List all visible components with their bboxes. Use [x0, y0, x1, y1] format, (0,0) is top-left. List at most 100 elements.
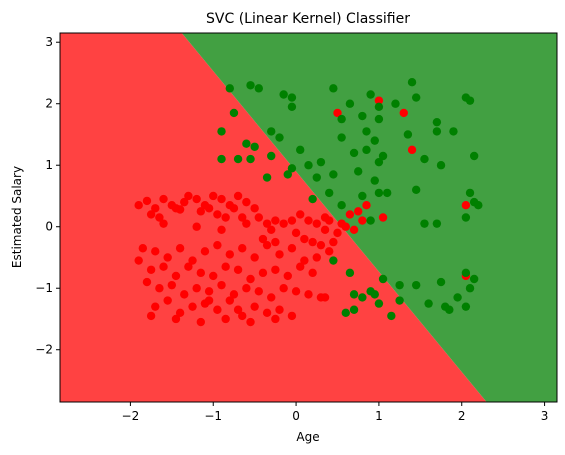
data-point-class-1: [395, 296, 404, 305]
data-point-class-0: [142, 277, 152, 287]
data-point-class-0: [325, 216, 334, 225]
data-point-class-0: [325, 247, 334, 256]
data-point-class-1: [358, 191, 367, 201]
data-point-class-0: [159, 219, 168, 228]
data-point-class-0: [329, 237, 338, 247]
data-point-class-1: [267, 151, 276, 161]
data-point-class-0: [242, 197, 251, 207]
data-point-class-1: [436, 277, 446, 287]
data-point-class-1: [345, 268, 355, 278]
data-point-class-0: [159, 194, 168, 204]
x-tick-label: 2: [458, 409, 466, 423]
data-point-class-0: [238, 213, 247, 222]
data-point-class-0: [287, 216, 297, 225]
x-tick-label: 0: [292, 409, 300, 423]
data-point-class-0: [287, 311, 297, 321]
data-point-class-1: [362, 127, 371, 136]
data-point-class-0: [262, 240, 272, 250]
data-point-class-0: [250, 302, 259, 311]
data-point-class-1: [465, 188, 475, 198]
data-point-class-0: [180, 290, 189, 299]
data-point-class-1: [329, 170, 338, 179]
data-point-class-0: [155, 213, 164, 222]
data-point-class-1: [382, 188, 392, 198]
data-point-class-1: [420, 219, 429, 228]
data-point-class-1: [378, 151, 388, 161]
data-point-class-1: [349, 148, 359, 158]
data-point-class-0: [233, 191, 243, 201]
data-point-class-0: [163, 296, 172, 305]
data-point-class-1: [329, 84, 338, 93]
data-point-class-0: [196, 317, 206, 327]
data-point-class-0: [217, 194, 226, 204]
data-point-class-1: [217, 154, 226, 164]
data-point-class-1: [217, 127, 226, 136]
data-point-class-0: [151, 204, 160, 213]
data-point-class-1: [424, 299, 433, 308]
data-point-class-1: [436, 161, 446, 170]
data-point-class-1: [287, 93, 297, 102]
data-point-class-0: [271, 216, 280, 225]
data-point-class-1: [287, 164, 297, 173]
data-point-class-1: [461, 302, 471, 311]
data-point-class-1: [391, 99, 400, 108]
data-point-class-0: [192, 194, 201, 204]
data-point-class-1: [275, 133, 284, 142]
data-point-class-1: [242, 139, 251, 148]
data-point-class-0: [225, 296, 235, 305]
data-point-class-1: [370, 136, 379, 145]
data-point-class-1: [304, 161, 313, 170]
y-axis-ticks: −2 −1 0 1 2 3: [35, 35, 60, 357]
scatter-points: [134, 78, 483, 327]
data-point-class-0: [229, 290, 239, 299]
data-point-class-0: [271, 314, 280, 324]
data-point-class-1: [325, 188, 334, 198]
data-point-class-1: [411, 280, 421, 290]
data-point-class-0: [320, 225, 330, 234]
data-point-class-1: [465, 96, 475, 105]
data-point-class-0: [221, 262, 230, 271]
data-point-class-0: [354, 207, 363, 216]
data-point-class-0: [159, 262, 168, 271]
data-point-class-0: [155, 284, 164, 293]
data-point-class-1: [349, 290, 359, 299]
data-point-class-1: [374, 188, 384, 198]
data-point-class-0: [283, 271, 292, 281]
data-point-class-0: [196, 207, 206, 216]
data-point-class-0: [204, 287, 214, 296]
data-point-class-0: [171, 204, 181, 213]
data-point-class-0: [134, 256, 143, 265]
data-point-class-0: [308, 268, 317, 278]
data-point-class-1: [378, 274, 388, 284]
data-point-class-1: [287, 102, 297, 112]
data-point-class-0: [291, 228, 301, 238]
data-point-class-0: [254, 213, 263, 222]
data-point-class-1: [337, 201, 346, 210]
data-point-class-1: [345, 99, 355, 108]
data-point-class-0: [134, 201, 143, 210]
data-point-class-0: [209, 271, 218, 281]
data-point-class-0: [238, 311, 247, 321]
data-point-class-0: [378, 213, 388, 222]
data-point-class-0: [258, 268, 268, 278]
data-point-class-0: [163, 253, 172, 262]
x-axis-ticks: −2 −1 0 1 2 3: [122, 402, 548, 423]
data-point-class-1: [370, 290, 379, 299]
data-point-class-0: [221, 314, 230, 324]
data-point-class-0: [300, 234, 309, 244]
data-point-class-1: [469, 274, 479, 284]
data-point-class-1: [411, 93, 421, 102]
data-point-class-0: [171, 314, 181, 324]
data-point-class-0: [262, 219, 272, 228]
data-point-class-1: [432, 117, 442, 127]
data-point-class-0: [213, 305, 222, 314]
data-point-class-1: [432, 127, 442, 136]
data-point-class-1: [374, 157, 384, 167]
data-point-class-1: [341, 308, 350, 318]
data-point-class-0: [196, 268, 206, 278]
data-point-class-0: [138, 244, 148, 253]
data-point-class-0: [308, 237, 317, 247]
data-point-class-1: [358, 111, 367, 121]
data-point-class-0: [209, 191, 218, 201]
